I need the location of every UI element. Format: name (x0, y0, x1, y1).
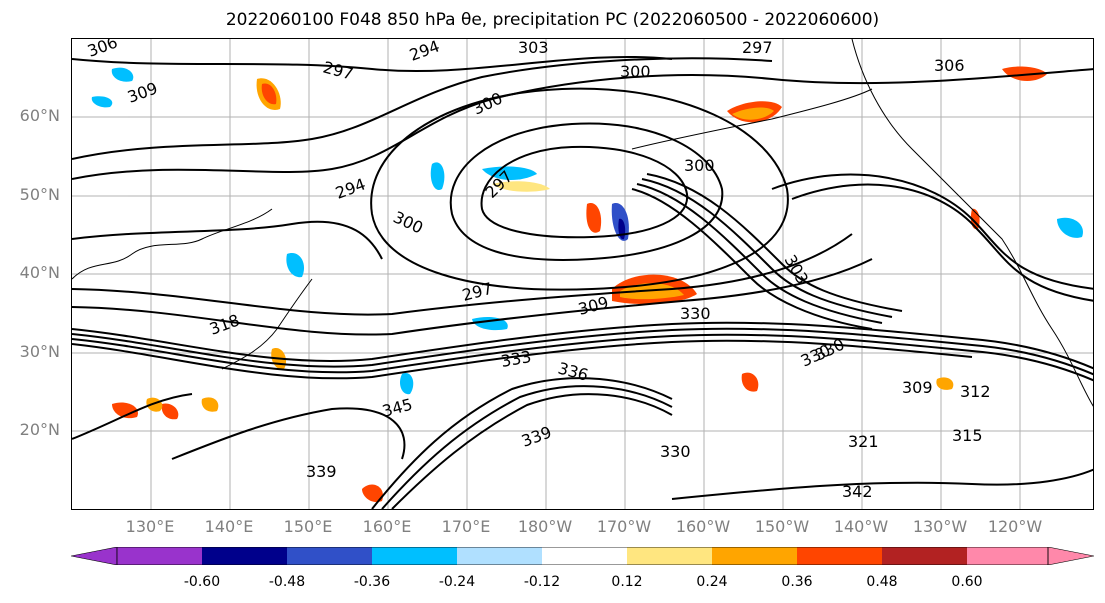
colorbar-segment (457, 547, 542, 565)
precip-shading (91, 66, 1083, 503)
lon-label-120w: 120°W (987, 517, 1043, 536)
lon-label-150e: 150°E (283, 517, 333, 536)
lat-label-30n: 30°N (19, 342, 60, 361)
lat-label-20n: 20°N (19, 420, 60, 439)
contour-label: 336 (556, 359, 590, 385)
contour-label: 312 (960, 382, 991, 401)
contour-label: 309 (125, 78, 160, 106)
colorbar-segment (712, 547, 797, 565)
lon-label-150w: 150°W (754, 517, 810, 536)
contour-label: 339 (306, 462, 337, 481)
lon-label-130e: 130°E (125, 517, 175, 536)
colorbar-tick-label: -0.36 (353, 574, 391, 590)
colorbar-tick-label: -0.24 (438, 574, 476, 590)
contour-label: 297 (742, 39, 773, 57)
colorbar-outline (116, 547, 1049, 565)
contour-label: 294 (333, 174, 368, 202)
colorbar-tick-label: 0.12 (611, 574, 643, 590)
lon-label-140e: 140°E (204, 517, 254, 536)
contour-label: 330 (680, 304, 711, 323)
contour-label: 330 (660, 442, 691, 461)
colorbar-tick-label: -0.12 (523, 574, 561, 590)
colorbar-high-extend (1047, 547, 1094, 565)
contour-label: 339 (519, 422, 554, 450)
contour-label: 309 (902, 378, 933, 397)
lon-label-170w: 170°W (596, 517, 652, 536)
contour-label: 321 (848, 432, 879, 451)
contour-label: 315 (952, 426, 983, 445)
colorbar-segment (882, 547, 967, 565)
contour-label: 300 (470, 88, 506, 118)
contour-label: 300 (620, 62, 651, 81)
colorbar-tick-label: -0.48 (268, 574, 306, 590)
map-panel[interactable]: 306 309 297 294 303 300 297 300 306 294 … (71, 38, 1094, 510)
contour-label: 309 (576, 293, 610, 319)
colorbar-segment (967, 547, 1048, 565)
colorbar-segment (797, 547, 882, 565)
contour-label: 294 (407, 39, 442, 65)
colorbar-tick-label: 0.48 (866, 574, 898, 590)
contour-label: 306 (934, 56, 965, 75)
lon-label-180w: 180°W (517, 517, 573, 536)
graticule (72, 39, 1093, 509)
contour-label: 297 (460, 279, 494, 305)
colorbar-tick-label: 0.36 (781, 574, 813, 590)
colorbar-tick-label: 0.24 (696, 574, 728, 590)
lon-label-160e: 160°E (362, 517, 412, 536)
lon-label-140w: 140°W (833, 517, 889, 536)
map-svg: 306 309 297 294 303 300 297 300 306 294 … (72, 39, 1093, 509)
lat-label-50n: 50°N (19, 185, 60, 204)
contour-label: 303 (518, 39, 549, 57)
colorbar-low-extend (71, 547, 118, 565)
map-title: 2022060100 F048 850 hPa θe, precipitatio… (225, 10, 880, 30)
contour-label: 300 (390, 207, 426, 237)
lon-label-170e: 170°E (441, 517, 491, 536)
colorbar-segment (542, 547, 627, 565)
theta-e-contours (72, 55, 1093, 509)
contour-label: 306 (85, 39, 120, 61)
contour-labels: 306 309 297 294 303 300 297 300 306 294 … (85, 39, 991, 501)
lat-label-40n: 40°N (19, 263, 60, 282)
contour-label: 297 (321, 58, 355, 84)
lat-label-60n: 60°N (19, 106, 60, 125)
colorbar-segment (627, 547, 712, 565)
contour-label: 345 (380, 395, 414, 421)
colorbar-segment (372, 547, 457, 565)
coastlines (72, 39, 1093, 407)
lon-label-160w: 160°W (675, 517, 731, 536)
colorbar-segment (202, 547, 287, 565)
lon-label-130w: 130°W (912, 517, 968, 536)
contour-label: 342 (842, 482, 873, 501)
colorbar-segment (287, 547, 372, 565)
colorbar-tick-label: -0.60 (183, 574, 221, 590)
contour-label: 300 (684, 156, 715, 175)
colorbar (71, 547, 1094, 565)
contour-label: 318 (207, 310, 242, 338)
colorbar-segment (117, 547, 202, 565)
contour-label: 333 (499, 347, 532, 371)
colorbar-tick-label: 0.60 (951, 574, 983, 590)
